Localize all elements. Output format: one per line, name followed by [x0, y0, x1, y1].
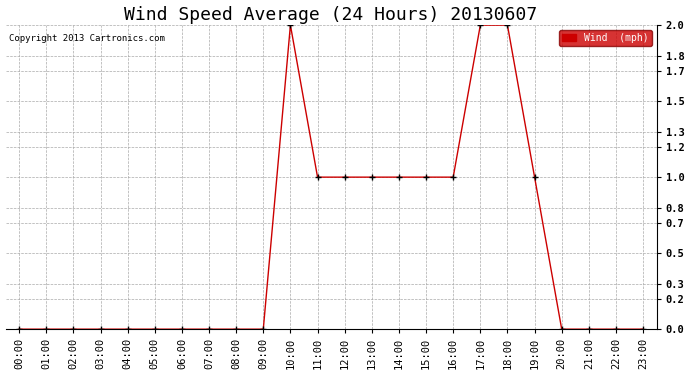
Title: Wind Speed Average (24 Hours) 20130607: Wind Speed Average (24 Hours) 20130607 [124, 6, 538, 24]
Legend: Wind  (mph): Wind (mph) [559, 30, 652, 46]
Text: Copyright 2013 Cartronics.com: Copyright 2013 Cartronics.com [9, 34, 165, 43]
